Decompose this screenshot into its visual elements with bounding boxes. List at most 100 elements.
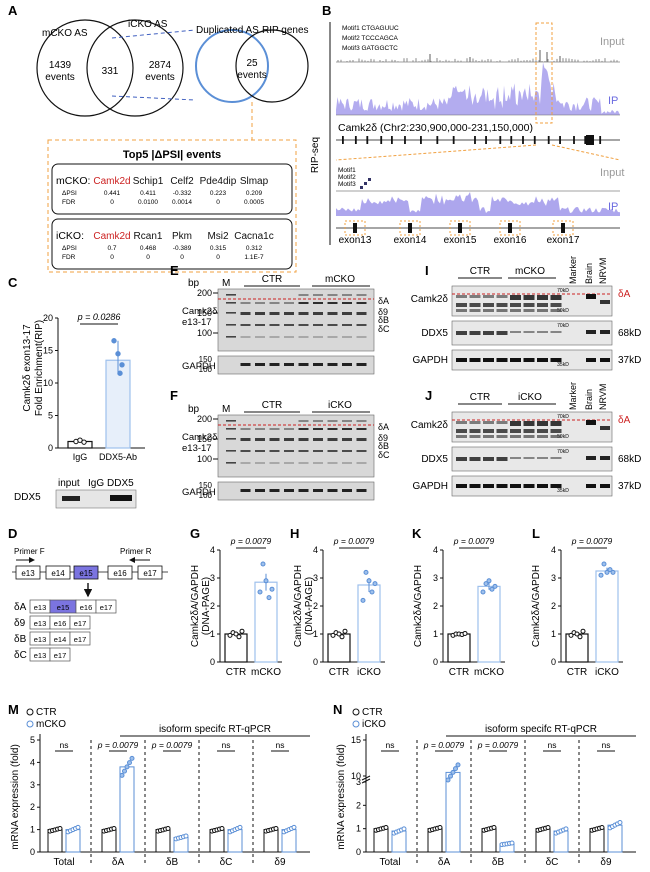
c-blot-lane-igg: IgG bbox=[88, 478, 104, 489]
venn-circle-rip bbox=[235, 29, 309, 103]
gel-band bbox=[240, 462, 251, 464]
d-isoform-exon-label: e13 bbox=[34, 603, 47, 612]
d-exon-label: e15 bbox=[79, 569, 93, 578]
gel-ladder: 100 bbox=[197, 328, 212, 338]
gene-exon bbox=[354, 136, 357, 144]
mn-point bbox=[127, 760, 132, 766]
zoom-exon-label: exon13 bbox=[339, 235, 372, 246]
gel-ladder: 100 bbox=[199, 365, 213, 374]
top5-fdr-label: FDR bbox=[62, 254, 76, 261]
wb-band bbox=[469, 421, 481, 424]
wb-band bbox=[483, 309, 494, 312]
small-ytick-label: 1 bbox=[313, 629, 318, 639]
d-isoform-exon-label: e14 bbox=[54, 635, 67, 644]
mn-point bbox=[291, 824, 297, 830]
mn-ytick-label: 5 bbox=[30, 735, 35, 745]
wb-band bbox=[550, 435, 562, 438]
chart-c: 0 5 10 15 20 IgG DDX5-Ab p = 0.0286 bbox=[43, 312, 145, 462]
wb-band bbox=[523, 435, 535, 438]
motif-short-2: Motif2 bbox=[338, 174, 356, 181]
mn-stat: ns bbox=[222, 740, 231, 750]
wb-band bbox=[523, 295, 535, 300]
gel-gapdh-band bbox=[313, 363, 323, 366]
gel-ladder: 100 bbox=[199, 491, 213, 500]
mn-point bbox=[237, 824, 243, 830]
mn-xtick-label: δC bbox=[220, 857, 233, 868]
wb-band bbox=[537, 295, 548, 300]
zoom-exon bbox=[458, 223, 462, 233]
gel-band bbox=[327, 294, 338, 296]
panel-label-b: B bbox=[322, 3, 331, 18]
wb-band bbox=[523, 358, 535, 362]
top5-gene: Rcan1 bbox=[134, 231, 163, 242]
gel-band bbox=[342, 294, 352, 296]
wb-band bbox=[496, 309, 508, 312]
wb-band bbox=[550, 331, 562, 333]
c-ytick-label: 0 bbox=[48, 443, 53, 453]
mn-ytick-label: 2 bbox=[356, 800, 361, 810]
gel-band bbox=[356, 294, 367, 296]
gel-band bbox=[298, 312, 309, 315]
zoom-exon-label: exon16 bbox=[494, 235, 527, 246]
gene-exon bbox=[366, 136, 369, 144]
wb-size: 68kD bbox=[618, 454, 641, 465]
wb-size: 37kD bbox=[618, 481, 641, 492]
gel-band bbox=[342, 438, 352, 441]
mn-point bbox=[129, 755, 135, 761]
small-point bbox=[607, 567, 613, 573]
c-xtick-label: DDX5-Ab bbox=[99, 452, 137, 462]
mn-point bbox=[273, 825, 279, 831]
gel-marker: M bbox=[222, 278, 230, 289]
d-isoform-name: δ9 bbox=[14, 618, 26, 629]
small-ytick-label: 3 bbox=[313, 573, 318, 583]
wb-row: DDX5 bbox=[421, 454, 448, 465]
small-point bbox=[239, 628, 245, 634]
mn-ytick-label: 1 bbox=[30, 825, 35, 835]
gel-band bbox=[298, 450, 309, 452]
d-isoform-exon-label: e16 bbox=[80, 603, 93, 612]
mn-point bbox=[124, 764, 130, 770]
small-point bbox=[263, 578, 269, 584]
wb-band bbox=[550, 309, 562, 312]
wb-band bbox=[456, 421, 467, 424]
gel-band bbox=[342, 336, 352, 338]
gel-ladder-band bbox=[226, 294, 236, 296]
wb-band bbox=[483, 358, 494, 362]
panel-label-g: G bbox=[190, 526, 200, 541]
gel-band-label: δ9 bbox=[378, 307, 388, 317]
wb-nrvm: NRVM bbox=[598, 258, 608, 284]
primer-f-label: Primer F bbox=[14, 547, 45, 556]
wb-band bbox=[483, 303, 494, 307]
d-exon-e15 bbox=[73, 565, 99, 580]
wb-band bbox=[510, 457, 521, 459]
small-bar bbox=[565, 633, 589, 663]
wb-nrvm: NRVM bbox=[598, 384, 608, 410]
mn-xtick-label: δB bbox=[166, 857, 179, 868]
wb-marker-kd: 70kD bbox=[557, 323, 569, 329]
wb-band bbox=[469, 358, 481, 362]
venn-dup-count: 25 bbox=[246, 58, 258, 69]
small-ytick-label: 0 bbox=[551, 657, 556, 667]
wb-band bbox=[586, 330, 596, 334]
gel-ladder-band bbox=[226, 420, 236, 422]
wb-band bbox=[586, 358, 596, 362]
gene-exon bbox=[390, 136, 393, 144]
small-point bbox=[227, 632, 233, 638]
wb-band bbox=[537, 484, 548, 488]
mn-point bbox=[545, 825, 551, 830]
legend-marker-ko bbox=[352, 720, 360, 728]
gel-ladder: 150 bbox=[197, 308, 212, 318]
gel-band-label: δC bbox=[378, 324, 390, 334]
mn-xtick-label: δ9 bbox=[274, 857, 286, 868]
small-point bbox=[363, 569, 369, 575]
venn-dup-unit: events bbox=[237, 70, 266, 81]
gel-bp: bp bbox=[188, 278, 200, 289]
gel-row2: GAPDH bbox=[182, 487, 216, 498]
small-ylabel2: (DNA-PAGE) bbox=[201, 577, 212, 635]
small-point bbox=[372, 581, 378, 587]
small-ytick-label: 0 bbox=[210, 657, 215, 667]
panel-label-d: D bbox=[8, 526, 17, 541]
gene-label: Camk2δ (Chr2:230,900,000-231,150,000) bbox=[338, 122, 533, 134]
wb-band bbox=[510, 295, 521, 300]
gel-band bbox=[240, 428, 251, 430]
